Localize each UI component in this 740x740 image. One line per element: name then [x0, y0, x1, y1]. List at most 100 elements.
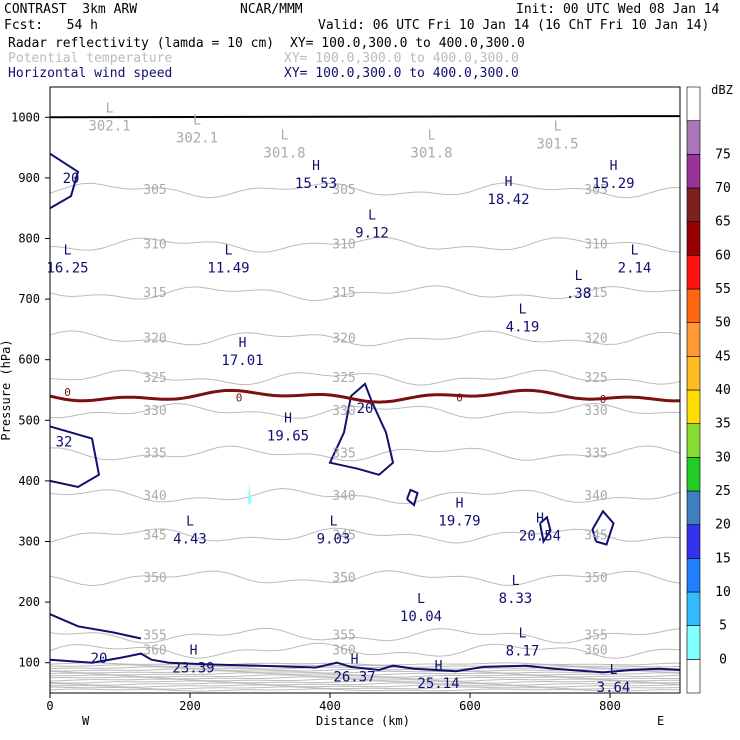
theta-label: 345: [584, 528, 607, 543]
strato-theta-line: [49, 682, 681, 686]
extremum-marker: L: [281, 129, 289, 144]
field2-xy: XY= 100.0,300.0 to 400.0,300.0: [284, 51, 519, 66]
theta-label: 350: [584, 571, 607, 586]
strato-theta-line: [49, 688, 681, 692]
strato-theta-line: [49, 676, 681, 680]
colorbar-swatch: [686, 187, 701, 222]
extremum-marker: H: [610, 159, 618, 174]
extremum-marker: H: [435, 659, 443, 674]
theta-line-330: [49, 402, 681, 419]
freezing-label: 0: [600, 393, 607, 406]
extremum-value: 25.14: [417, 676, 459, 692]
extremum-value: 17.01: [221, 353, 263, 369]
west-endpoint: W: [82, 714, 90, 728]
extremum-value: 302.1: [88, 118, 130, 134]
theta-label: 330: [143, 404, 166, 419]
colorbar-level: 10: [715, 585, 731, 600]
freezing-line: [49, 388, 681, 404]
extremum-marker: L: [512, 574, 520, 589]
forecast-hour: Fcst: 54 h: [4, 18, 98, 33]
extremum-marker: H: [312, 159, 320, 174]
theta-label: 330: [584, 404, 607, 419]
theta-label: 350: [332, 571, 355, 586]
extremum-value: 3.64: [597, 680, 631, 696]
colorbar-swatch: [686, 322, 701, 357]
y-tick-label: 500: [18, 413, 40, 427]
colorbar: 0 5 10 15 20 25 30 35 40 45 50 55 60 65 70 75 dBZ: [686, 83, 733, 694]
colorbar-swatch: [686, 625, 701, 660]
extremum-value: 16.25: [46, 261, 88, 277]
colorbar-swatch: [686, 457, 701, 492]
colorbar-swatch: [686, 659, 701, 694]
wind-contour-5: [591, 509, 615, 546]
y-tick-label: 900: [18, 171, 40, 185]
extremum-marker: H: [536, 512, 544, 527]
colorbar-swatch: [686, 591, 701, 626]
colorbar-swatch: [686, 423, 701, 458]
field1-name: Radar reflectivity (lamda = 10 cm): [8, 36, 275, 51]
east-endpoint: E: [657, 714, 664, 728]
extremum-marker: L: [575, 269, 583, 284]
extremum-value: 8.33: [499, 591, 533, 607]
colorbar-swatch: [686, 558, 701, 593]
extremum-value: 10.04: [400, 609, 442, 625]
extremum-marker: H: [190, 644, 198, 659]
theta-label: 315: [332, 286, 355, 301]
theta-label: 315: [584, 286, 607, 301]
extremum-value: 23.39: [172, 661, 214, 677]
theta-label: 355: [143, 628, 166, 643]
colorbar-level: 45: [715, 349, 731, 364]
y-tick-label: 1000: [11, 110, 40, 124]
theta-line-305: [49, 182, 681, 199]
theta-line-350: [49, 570, 681, 587]
wind-contour-0: [49, 652, 681, 674]
x-axis-label: Distance (km): [316, 714, 410, 728]
colorbar-level: 25: [715, 484, 731, 499]
theta-label: 360: [584, 644, 607, 659]
theta-label: 345: [143, 528, 166, 543]
extremum-value: 18.42: [487, 192, 529, 208]
colorbar-swatch: [686, 288, 701, 323]
field3-name: Horizontal wind speed: [8, 66, 173, 81]
extremum-value: 2.14: [618, 261, 652, 277]
theta-label: 320: [143, 331, 166, 346]
extremum-marker: L: [519, 302, 527, 317]
strato-theta-line: [49, 672, 681, 676]
x-tick-label: 200: [179, 699, 201, 713]
wind-contour-1: [49, 613, 142, 640]
colorbar-level: 15: [715, 551, 731, 566]
theta-label: 325: [584, 371, 607, 386]
wind-contour-label: 20: [63, 171, 80, 187]
y-tick-label: 400: [18, 474, 40, 488]
field3-xy: XY= 100.0,300.0 to 400.0,300.0: [284, 66, 519, 81]
extremum-value: 302.1: [176, 130, 218, 146]
extremum-marker: L: [186, 515, 194, 530]
extremum-marker: L: [193, 113, 201, 128]
extremum-value: 8.17: [506, 644, 540, 660]
extremum-marker: L: [610, 663, 618, 678]
extremum-value: 19.65: [267, 429, 309, 445]
colorbar-swatch: [686, 255, 701, 290]
y-tick-label: 100: [18, 656, 40, 670]
wind-contour-label: 32: [56, 435, 73, 451]
theta-label: 335: [143, 447, 166, 462]
colorbar-level: 20: [715, 518, 731, 533]
y-tick-label: 200: [18, 595, 40, 609]
theta-label: 335: [332, 447, 355, 462]
extremum-marker: L: [417, 592, 425, 607]
theta-line-340: [49, 487, 681, 505]
theta-label: 325: [143, 371, 166, 386]
y-tick-label: 700: [18, 292, 40, 306]
extremum-marker: L: [428, 129, 436, 144]
colorbar-level: 70: [715, 181, 731, 196]
wind-contour-label: 20: [91, 651, 108, 667]
theta-label: 340: [584, 489, 607, 504]
theta-label: 335: [584, 447, 607, 462]
extremum-marker: H: [505, 175, 513, 190]
wind-contour-2: [49, 425, 101, 489]
colorbar-swatch: [686, 154, 701, 189]
colorbar-level: 5: [719, 619, 727, 634]
